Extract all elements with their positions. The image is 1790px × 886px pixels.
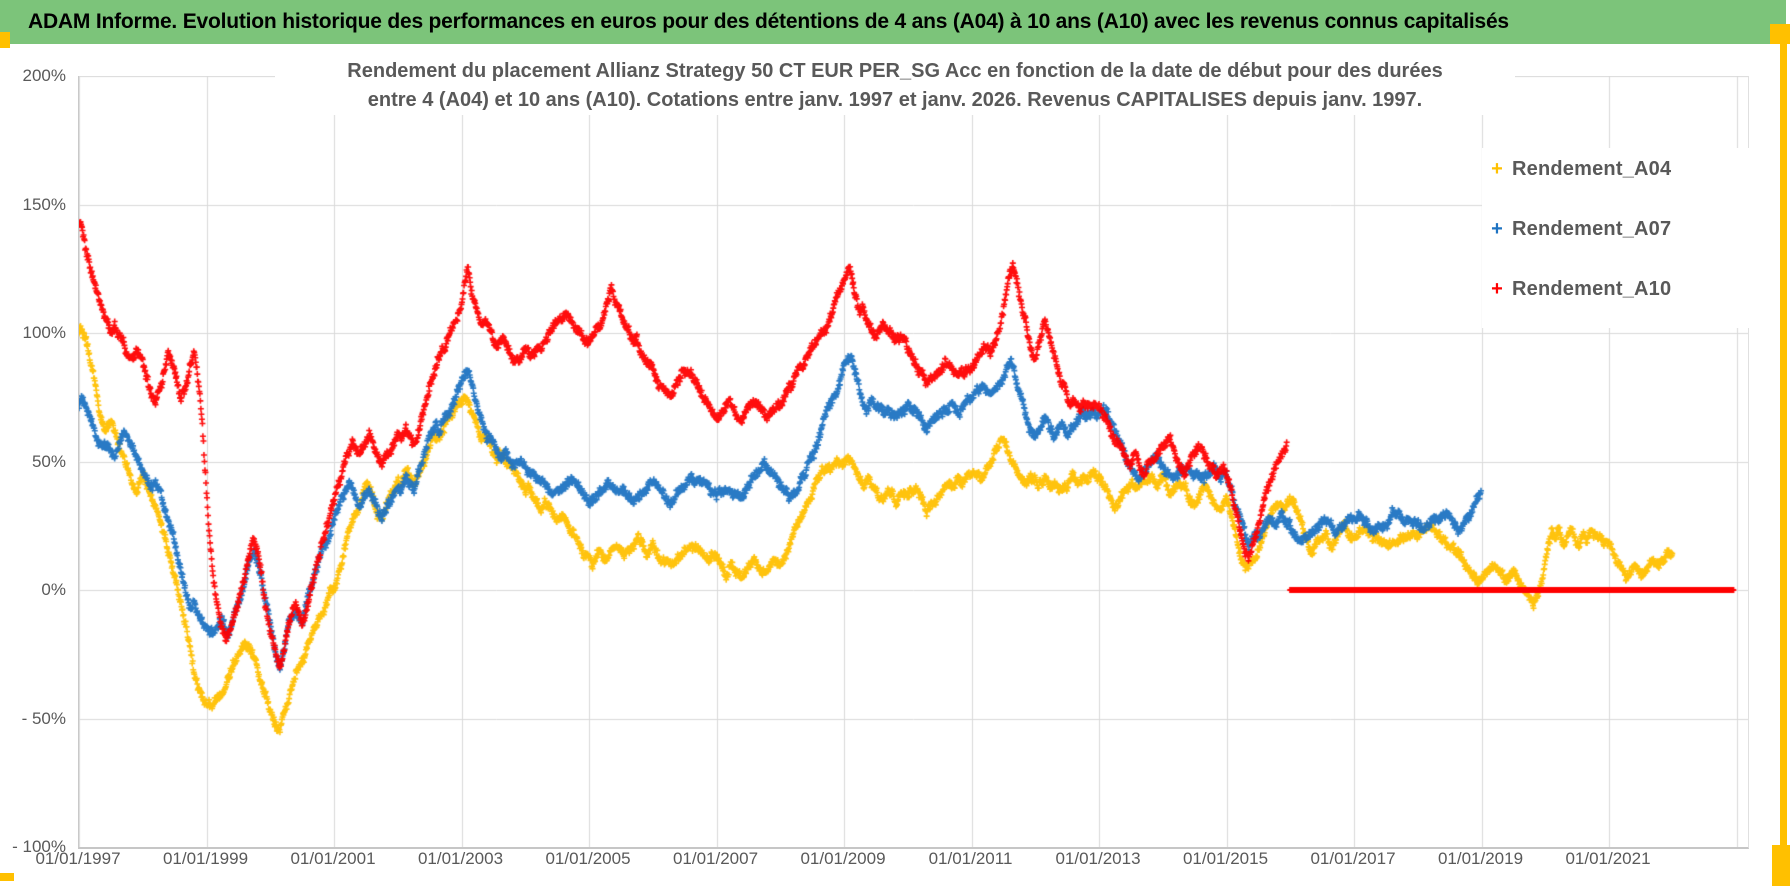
plus-marker-icon: + <box>1491 158 1503 180</box>
legend-label: Rendement_A10 <box>1512 277 1672 300</box>
legend-item-a10[interactable]: + Rendement_A10 <box>1482 270 1768 308</box>
plot-area <box>78 76 1749 849</box>
x-axis-tick-label: 01/01/2013 <box>1055 849 1141 868</box>
gold-corner-bottom-left <box>0 873 14 881</box>
gold-corner-bottom-right <box>1772 845 1790 886</box>
legend: + Rendement_A04 + Rendement_A07 + Rendem… <box>1482 148 1768 328</box>
x-axis-tick-label: 01/01/2003 <box>417 849 504 868</box>
x-axis-tick-label: 01/01/2015 <box>1182 849 1269 868</box>
header-title: ADAM Informe. Evolution historique des p… <box>28 10 1509 33</box>
chart-title: Rendement du placement Allianz Strategy … <box>275 57 1515 115</box>
gold-corner-top-right <box>1770 24 1790 44</box>
y-axis-tick-label: 0% <box>41 580 66 599</box>
x-axis-tick-label: 01/01/2021 <box>1565 849 1651 868</box>
legend-label: Rendement_A04 <box>1512 157 1672 180</box>
x-axis-tick-label: 01/01/2011 <box>928 849 1013 868</box>
legend-item-a04[interactable]: + Rendement_A04 <box>1482 150 1768 188</box>
gold-corner-top-left <box>0 32 10 48</box>
x-axis-tick-label: 01/01/2019 <box>1437 849 1524 868</box>
gold-strip-right <box>1780 40 1787 850</box>
legend-item-a07[interactable]: + Rendement_A07 <box>1482 210 1768 248</box>
x-axis-tick-label: 01/01/2005 <box>545 849 631 868</box>
plus-marker-icon: + <box>1491 218 1503 240</box>
x-axis-tick-label: 01/01/1999 <box>162 849 249 868</box>
y-axis-tick-label: - 50% <box>21 708 66 728</box>
x-axis-tick-label: 01/01/2007 <box>672 849 759 868</box>
y-axis-tick-label: 200% <box>22 66 66 85</box>
x-axis-tick-label: 01/01/2001 <box>290 849 376 868</box>
header-bar: ADAM Informe. Evolution historique des p… <box>0 0 1786 44</box>
plus-marker-icon: + <box>1491 278 1503 300</box>
x-axis-tick-label: 01/01/2009 <box>800 849 886 868</box>
chart-title-line2: entre 4 (A04) et 10 ans (A10). Cotations… <box>367 89 1423 111</box>
y-axis-tick-label: 50% <box>31 451 66 471</box>
chart-canvas <box>79 76 1748 847</box>
x-axis-tick-label: 01/01/2017 <box>1310 849 1396 868</box>
x-axis-tick-label: 01/01/1997 <box>35 849 121 868</box>
y-axis-tick-label: 150% <box>22 194 66 214</box>
chart-title-line1: Rendement du placement Allianz Strategy … <box>347 60 1443 82</box>
legend-label: Rendement_A07 <box>1512 217 1672 240</box>
y-axis-tick-label: - 100% <box>12 837 66 856</box>
y-axis-tick-label: 100% <box>22 323 66 342</box>
